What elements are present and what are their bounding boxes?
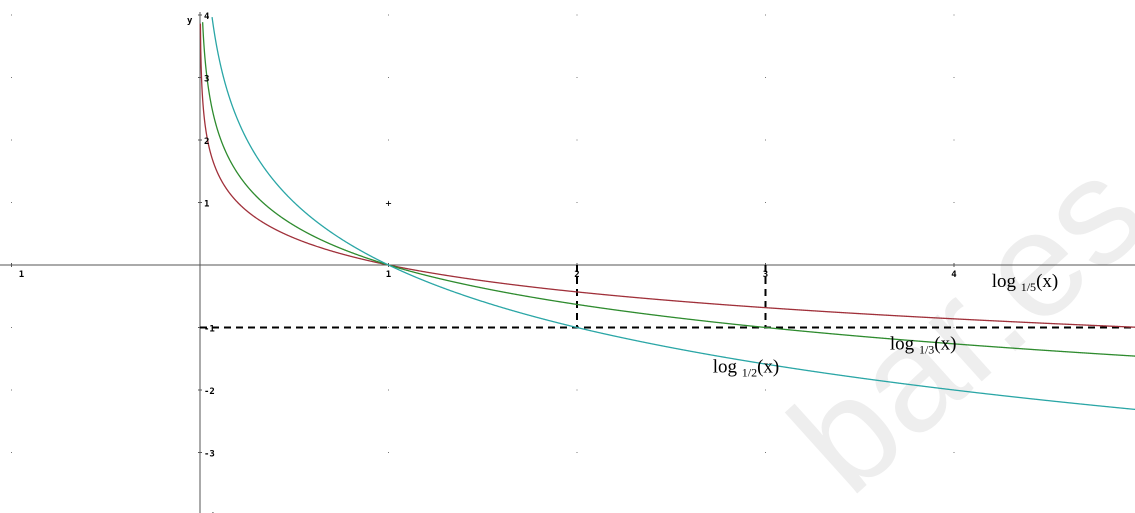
grid-dot <box>953 327 955 328</box>
grid-dot <box>765 139 766 141</box>
grid-dot <box>576 389 578 391</box>
series-label-2: log 1/3(x) <box>890 333 957 356</box>
grid-dot <box>11 139 12 141</box>
series-curve-3 <box>211 17 1135 411</box>
y-axis-label: y <box>187 16 193 26</box>
grid-dot <box>388 14 389 16</box>
grid-dot <box>388 139 389 141</box>
y-tick-label: 3 <box>204 75 209 85</box>
grid-dot <box>388 452 389 453</box>
x-tick-label: 3 <box>763 270 768 280</box>
grid-dot <box>953 77 955 78</box>
grid-dot <box>765 389 766 391</box>
x-tick-label: 1 <box>19 270 24 280</box>
curve-labels: log 1/5(x) log 1/3(x) log 1/2(x) <box>713 271 1059 380</box>
grid-dot <box>388 202 389 203</box>
grid-dot <box>765 14 766 16</box>
reference-lines <box>200 265 1135 329</box>
y-tick-label: 1 <box>204 200 209 210</box>
x-tick-label: 1 <box>386 270 391 280</box>
y-tick-label: -2 <box>204 387 215 397</box>
axes <box>0 12 1135 513</box>
x-tick-label: 4 <box>951 270 957 280</box>
grid-dot <box>953 202 955 203</box>
grid-dot <box>11 389 12 391</box>
grid-dot <box>953 14 955 16</box>
x-tick-label: 2 <box>574 270 579 280</box>
series-label-3: log 1/2(x) <box>713 357 780 380</box>
grid-dot <box>576 77 578 78</box>
grid-dot <box>765 77 766 78</box>
point-marker: + <box>386 199 392 210</box>
grid-dot <box>11 202 12 203</box>
grid-dot <box>11 14 12 16</box>
grid-dot <box>388 327 389 328</box>
series-label-1: log 1/5(x) <box>992 271 1059 294</box>
watermark: bar.es <box>759 126 1135 513</box>
grid-dot <box>953 139 955 141</box>
curves <box>199 17 1135 411</box>
y-tick-label: -3 <box>204 450 215 460</box>
series-curve-1 <box>199 23 1135 328</box>
grid-dot <box>576 452 578 453</box>
grid-dot <box>953 452 955 453</box>
grid-dot <box>765 452 766 453</box>
grid-dot <box>388 77 389 78</box>
grid-dot <box>576 14 578 16</box>
grid-dot <box>11 327 12 328</box>
grid-dot <box>11 452 12 453</box>
grid-dot <box>11 77 12 78</box>
y-tick-label: -1 <box>204 325 215 335</box>
grid-dot <box>576 139 578 141</box>
grid-dot <box>576 202 578 203</box>
grid-dot <box>388 389 389 391</box>
series-curve-2 <box>201 22 1135 357</box>
y-tick-label: 2 <box>204 137 209 147</box>
y-tick-label: 4 <box>204 12 210 22</box>
grid-dot <box>765 202 766 203</box>
